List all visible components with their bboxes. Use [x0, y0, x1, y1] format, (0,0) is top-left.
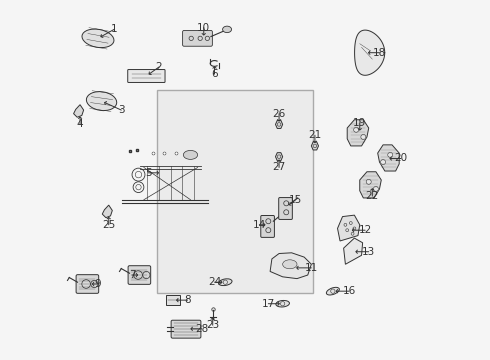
- Circle shape: [388, 152, 393, 157]
- Polygon shape: [378, 145, 399, 171]
- Text: 18: 18: [373, 48, 386, 58]
- Text: 12: 12: [359, 225, 372, 235]
- Text: 9: 9: [95, 279, 101, 289]
- Ellipse shape: [276, 301, 290, 307]
- Text: 25: 25: [102, 220, 115, 230]
- Polygon shape: [343, 238, 363, 264]
- Circle shape: [354, 127, 359, 132]
- Polygon shape: [360, 172, 381, 198]
- Circle shape: [366, 179, 371, 184]
- Polygon shape: [338, 215, 360, 241]
- Text: 5: 5: [145, 168, 151, 178]
- Text: 16: 16: [343, 286, 356, 296]
- Text: 22: 22: [366, 191, 379, 201]
- Text: 13: 13: [362, 247, 375, 257]
- Text: 1: 1: [111, 24, 118, 35]
- Bar: [157, 90, 313, 293]
- Text: 20: 20: [394, 153, 408, 163]
- Text: 10: 10: [197, 23, 210, 33]
- Polygon shape: [311, 142, 318, 150]
- Circle shape: [361, 134, 366, 139]
- Polygon shape: [74, 105, 84, 117]
- Text: 17: 17: [262, 299, 275, 309]
- Text: 11: 11: [305, 263, 318, 273]
- Text: 23: 23: [206, 320, 220, 330]
- Text: 4: 4: [77, 120, 83, 129]
- Text: 24: 24: [208, 277, 221, 287]
- Text: 28: 28: [196, 324, 209, 334]
- Text: 2: 2: [156, 62, 162, 72]
- Text: 14: 14: [253, 220, 266, 230]
- Ellipse shape: [219, 279, 232, 285]
- FancyBboxPatch shape: [76, 275, 98, 293]
- Ellipse shape: [82, 29, 114, 48]
- Text: 27: 27: [272, 162, 286, 172]
- Text: 21: 21: [308, 130, 321, 140]
- FancyBboxPatch shape: [279, 198, 293, 220]
- Polygon shape: [275, 120, 283, 129]
- Polygon shape: [355, 30, 385, 75]
- Polygon shape: [347, 120, 368, 146]
- Ellipse shape: [283, 260, 297, 269]
- Ellipse shape: [222, 26, 232, 33]
- Ellipse shape: [326, 287, 340, 295]
- Polygon shape: [275, 153, 283, 161]
- Circle shape: [373, 186, 378, 192]
- FancyBboxPatch shape: [128, 266, 151, 284]
- Ellipse shape: [183, 150, 197, 159]
- FancyBboxPatch shape: [261, 216, 274, 237]
- Text: 8: 8: [184, 295, 191, 305]
- FancyBboxPatch shape: [128, 69, 165, 82]
- Text: 7: 7: [129, 270, 135, 280]
- Text: 19: 19: [353, 118, 367, 128]
- Bar: [167, 295, 180, 305]
- Circle shape: [381, 159, 386, 165]
- Polygon shape: [270, 253, 311, 279]
- FancyBboxPatch shape: [171, 320, 201, 338]
- Text: 26: 26: [272, 109, 286, 119]
- FancyBboxPatch shape: [183, 31, 212, 46]
- Text: 15: 15: [289, 195, 302, 205]
- Ellipse shape: [86, 92, 117, 111]
- Text: 6: 6: [211, 69, 218, 79]
- Text: 3: 3: [118, 105, 124, 115]
- Polygon shape: [102, 205, 112, 218]
